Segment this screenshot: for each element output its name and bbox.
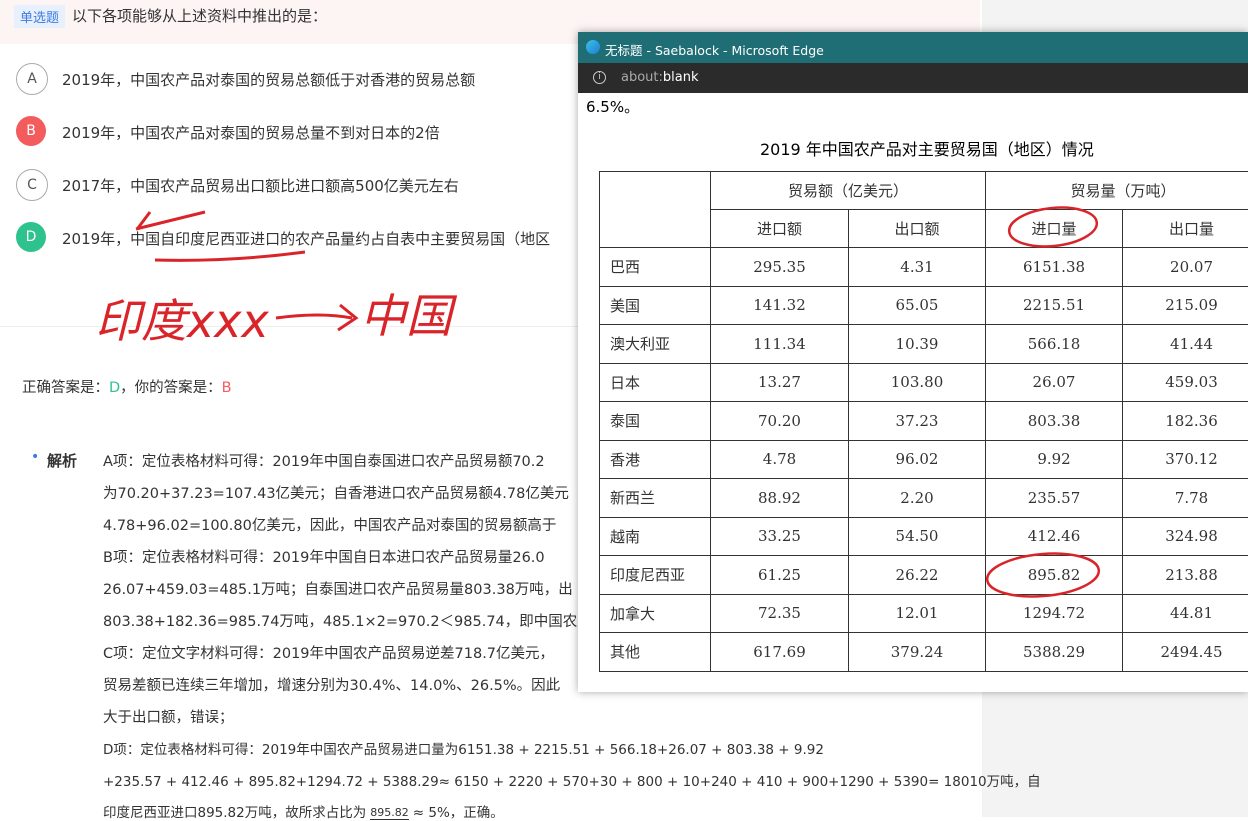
handwriting: 印度xxx 中国 [0, 0, 580, 817]
handwriting-text: 印度xxx [95, 294, 269, 348]
circle-mark [985, 549, 1100, 601]
check-stroke [136, 212, 205, 229]
arrow [276, 305, 356, 330]
circles [578, 32, 1248, 692]
underline [155, 252, 305, 260]
handwriting-text: 中国 [360, 289, 458, 343]
circle-mark [1007, 204, 1098, 251]
browser-window: 无标题 - Saebalock - Microsoft Edge i about… [578, 32, 1248, 692]
